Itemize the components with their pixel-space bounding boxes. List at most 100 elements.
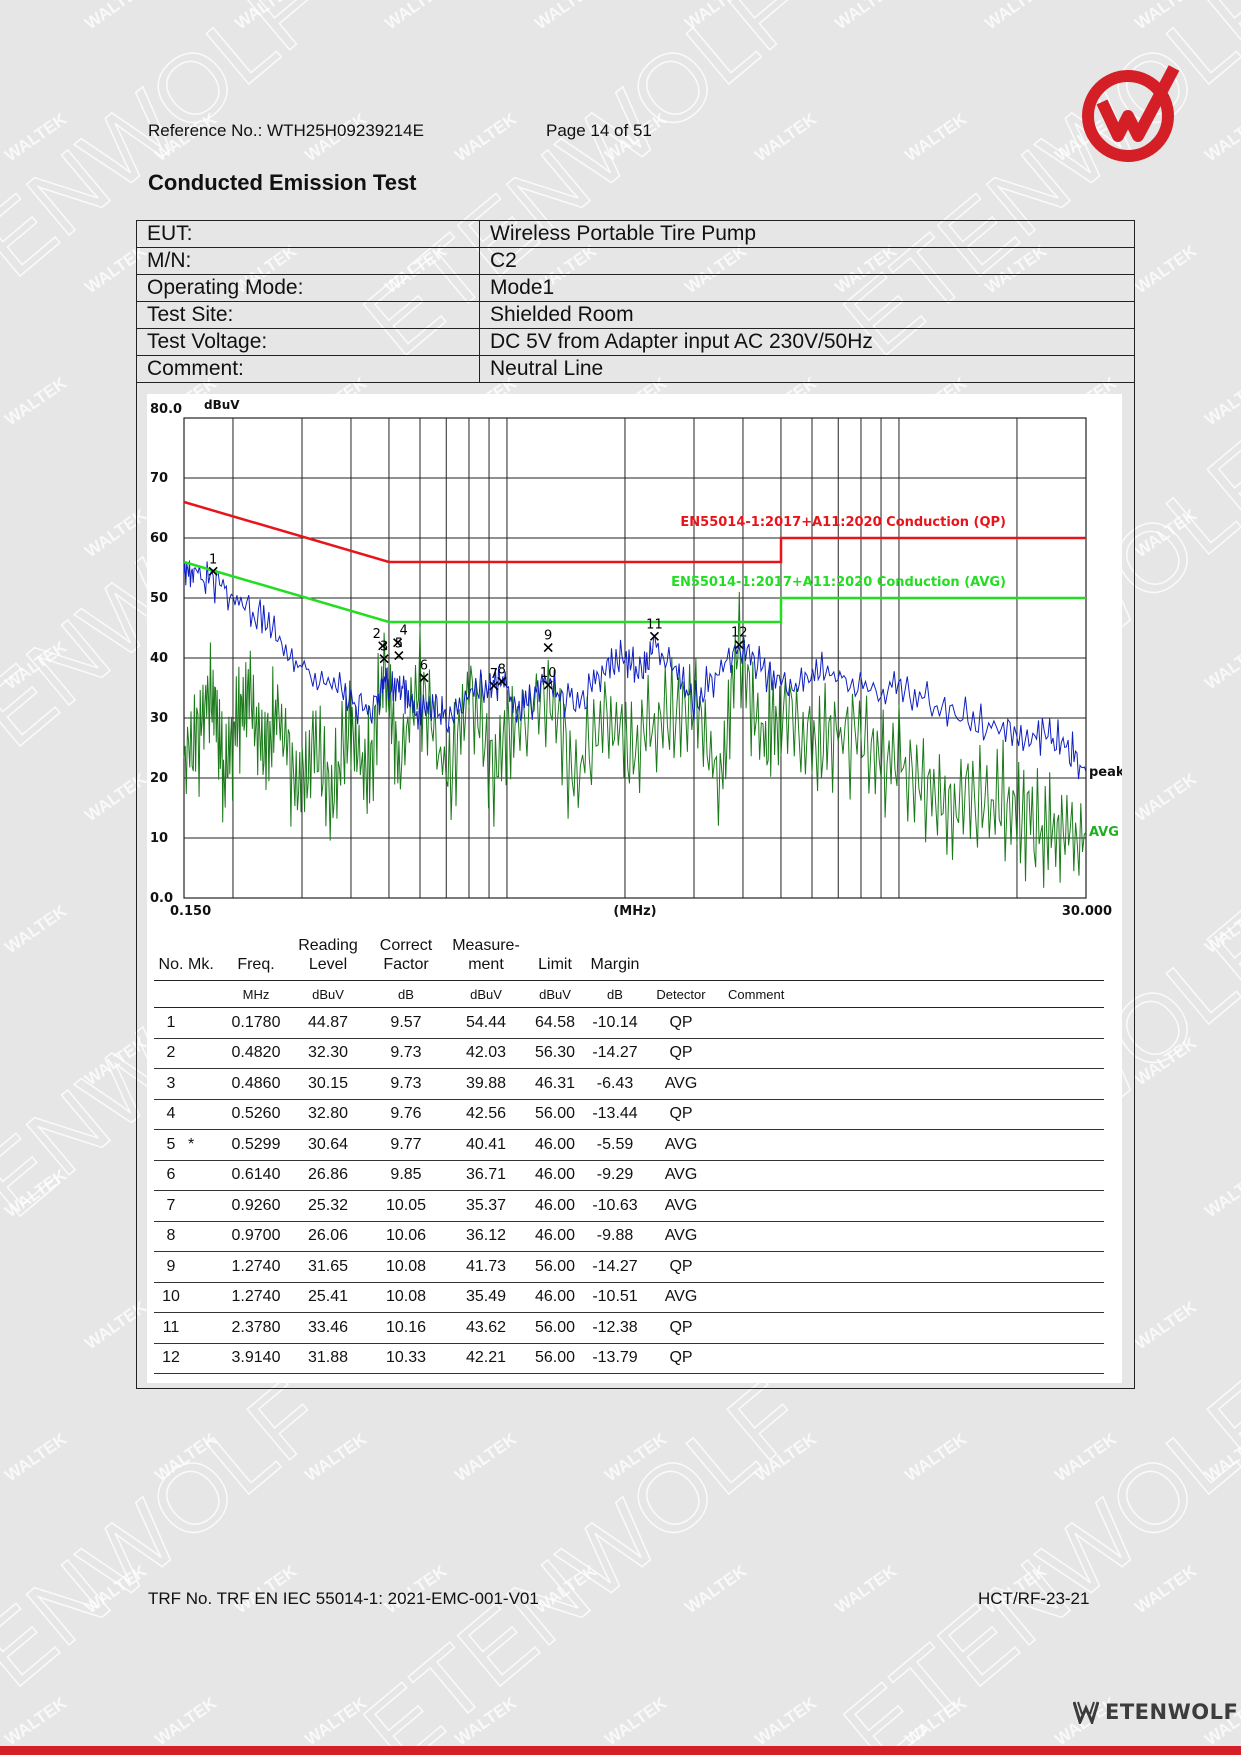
table-row: 4 0.5260 32.80 9.76 42.56 56.00 -13.44 QP bbox=[154, 1099, 1104, 1130]
waltek-watermark: WALTEK bbox=[751, 109, 820, 165]
unit-limit: dBuV bbox=[526, 980, 584, 1008]
waltek-watermark: WALTEK bbox=[681, 1561, 750, 1617]
cell-comment bbox=[716, 1282, 1104, 1313]
cell-reading: 26.86 bbox=[290, 1160, 366, 1191]
y-tick-label: 10 bbox=[150, 831, 168, 846]
cell-limit: 56.00 bbox=[526, 1251, 584, 1283]
marker-x bbox=[734, 640, 744, 650]
cell-reading: 32.30 bbox=[290, 1038, 366, 1069]
cell-mk bbox=[188, 1312, 222, 1344]
waltek-watermark: WALTEK bbox=[1, 109, 70, 165]
info-value: C2 bbox=[479, 247, 1135, 275]
waltek-watermark: WALTEK bbox=[81, 1561, 150, 1617]
info-label: Operating Mode: bbox=[136, 274, 480, 302]
cell-freq: 0.5260 bbox=[222, 1099, 290, 1130]
cell-reading: 30.15 bbox=[290, 1068, 366, 1100]
marker-label: 9 bbox=[544, 629, 552, 644]
marker-x bbox=[543, 680, 553, 690]
y-tick-label: 60 bbox=[150, 531, 168, 546]
cell-reading: 25.41 bbox=[290, 1282, 366, 1313]
cell-limit: 46.00 bbox=[526, 1221, 584, 1252]
cell-limit: 64.58 bbox=[526, 1007, 584, 1039]
waltek-watermark: WALTEK bbox=[1201, 1429, 1241, 1485]
info-row: EUT: Wireless Portable Tire Pump bbox=[136, 220, 1135, 248]
info-row: Test Voltage: DC 5V from Adapter input AC… bbox=[136, 328, 1135, 356]
cell-correct: 9.77 bbox=[366, 1129, 446, 1161]
waltek-watermark: WALTEK bbox=[0, 1297, 1, 1353]
cell-measurement: 36.71 bbox=[446, 1160, 526, 1191]
col-header-limit: Limit bbox=[538, 956, 572, 973]
cell-mk bbox=[188, 1343, 222, 1374]
cell-margin: -10.63 bbox=[584, 1190, 646, 1222]
waltek-watermark: WALTEK bbox=[751, 1693, 820, 1749]
info-label: M/N: bbox=[136, 247, 480, 275]
unit-detector: Detector bbox=[646, 980, 716, 1008]
cell-margin: -10.51 bbox=[584, 1282, 646, 1313]
qp-limit-label: EN55014-1:2017+A11:2020 Conduction (QP) bbox=[680, 515, 1006, 530]
unit-mk bbox=[188, 980, 222, 1008]
waltek-watermark: WALTEK bbox=[531, 1561, 600, 1617]
cell-mk bbox=[188, 1038, 222, 1069]
marker-label: 7 bbox=[490, 667, 498, 682]
cell-freq: 0.4820 bbox=[222, 1038, 290, 1069]
x-tick-label: 0.150 bbox=[170, 904, 211, 918]
qp-limit-line bbox=[183, 500, 1086, 564]
cell-detector: AVG bbox=[646, 1282, 716, 1313]
cell-limit: 46.00 bbox=[526, 1190, 584, 1222]
table-row: 2 0.4820 32.30 9.73 42.03 56.30 -14.27 QP bbox=[154, 1038, 1104, 1069]
y-tick-label: 80.0 bbox=[150, 402, 182, 417]
cell-detector: QP bbox=[646, 1251, 716, 1283]
waltek-watermark: WALTEK bbox=[0, 0, 1, 33]
cell-detector: AVG bbox=[646, 1068, 716, 1100]
cell-margin: -10.14 bbox=[584, 1007, 646, 1039]
marker-x bbox=[393, 638, 403, 648]
etenwolf-watermark: ETENWOLF bbox=[825, 1361, 1241, 1755]
footer-accent-bar bbox=[0, 1746, 1241, 1755]
cell-reading: 31.88 bbox=[290, 1343, 366, 1374]
waltek-watermark: WALTEK bbox=[1201, 637, 1241, 693]
cell-margin: -9.29 bbox=[584, 1160, 646, 1191]
cell-mk bbox=[188, 1068, 222, 1100]
cell-reading: 26.06 bbox=[290, 1221, 366, 1252]
cell-no: 1 bbox=[154, 1007, 188, 1039]
cell-measurement: 42.56 bbox=[446, 1099, 526, 1130]
brand-name: ETENWOLF bbox=[1105, 1700, 1239, 1724]
cell-measurement: 40.41 bbox=[446, 1129, 526, 1161]
table-row: 9 1.2740 31.65 10.08 41.73 56.00 -14.27 QP bbox=[154, 1251, 1104, 1283]
form-code: HCT/RF-23-21 bbox=[978, 1589, 1090, 1608]
cell-correct: 10.06 bbox=[366, 1221, 446, 1252]
etenwolf-watermark: ETENWOLF bbox=[345, 1361, 822, 1755]
y-tick-label: 40 bbox=[150, 651, 168, 666]
cell-comment bbox=[716, 1038, 1104, 1069]
info-row: Test Site: Shielded Room bbox=[136, 301, 1135, 329]
cell-freq: 0.6140 bbox=[222, 1160, 290, 1191]
cell-no: 5 bbox=[154, 1129, 188, 1161]
cell-correct: 10.05 bbox=[366, 1190, 446, 1222]
cell-measurement: 35.49 bbox=[446, 1282, 526, 1313]
cell-freq: 1.2740 bbox=[222, 1251, 290, 1283]
y-tick-label: 70 bbox=[150, 471, 168, 486]
col-header-detector bbox=[646, 928, 716, 981]
waltek-watermark: WALTEK bbox=[451, 109, 520, 165]
cell-comment bbox=[716, 1099, 1104, 1130]
etenwolf-brand: ETENWOLF bbox=[1073, 1700, 1238, 1724]
waltek-watermark: WALTEK bbox=[901, 1693, 970, 1749]
marker-label: 1 bbox=[209, 552, 217, 567]
unit-comment: Comment bbox=[716, 980, 1104, 1008]
results-table: No. Mk. Freq. Reading Level Correct Fact… bbox=[154, 928, 1104, 1374]
marker-x bbox=[378, 641, 388, 651]
info-label: Test Site: bbox=[136, 301, 480, 329]
info-value: Shielded Room bbox=[479, 301, 1135, 329]
cell-margin: -5.59 bbox=[584, 1129, 646, 1161]
cell-correct: 9.85 bbox=[366, 1160, 446, 1191]
info-label: EUT: bbox=[136, 220, 480, 248]
cell-comment bbox=[716, 1129, 1104, 1161]
info-value: DC 5V from Adapter input AC 230V/50Hz bbox=[479, 328, 1135, 356]
waltek-watermark: WALTEK bbox=[681, 0, 750, 33]
cell-reading: 30.64 bbox=[290, 1129, 366, 1161]
plot-border bbox=[183, 417, 1087, 899]
marker-label: 3 bbox=[380, 640, 388, 655]
cell-measurement: 42.21 bbox=[446, 1343, 526, 1374]
waltek-watermark: WALTEK bbox=[1051, 1429, 1120, 1485]
waltek-watermark: WALTEK bbox=[1201, 1165, 1241, 1221]
